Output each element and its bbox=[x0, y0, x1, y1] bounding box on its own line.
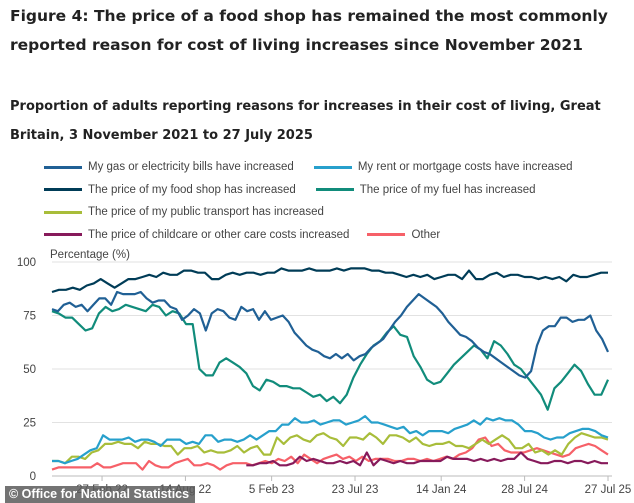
figure-title: Figure 4: The price of a food shop has r… bbox=[10, 7, 608, 54]
chart-legend: My gas or electricity bills have increas… bbox=[44, 156, 634, 246]
x-tick-label: 5 Feb 23 bbox=[249, 484, 294, 496]
legend-item-fuel[interactable]: The price of my fuel has increased bbox=[315, 183, 536, 196]
legend-item-rent-mortgage[interactable]: My rent or mortgage costs have increased bbox=[313, 161, 573, 174]
series-line-0[interactable] bbox=[51, 290, 610, 379]
legend-swatch bbox=[44, 233, 82, 237]
legend-item-other[interactable]: Other bbox=[367, 229, 440, 241]
y-tick-label: 75 bbox=[23, 311, 36, 323]
y-tick-label: 50 bbox=[23, 364, 36, 376]
y-axis-label: Percentage (%) bbox=[50, 249, 130, 261]
series-line-3[interactable] bbox=[51, 303, 610, 411]
legend-swatch bbox=[44, 165, 82, 169]
legend-label: The price of childcare or other care cos… bbox=[88, 228, 350, 241]
x-tick-label: 28 Jul 24 bbox=[501, 484, 548, 496]
legend-item-gas-electricity[interactable]: My gas or electricity bills have increas… bbox=[44, 161, 294, 173]
series-line-5[interactable] bbox=[246, 451, 608, 467]
series-line-1[interactable] bbox=[52, 415, 609, 465]
x-tick-label: 23 Jul 23 bbox=[332, 484, 379, 496]
legend-swatch bbox=[44, 188, 82, 192]
credit-watermark: © Office for National Statistics bbox=[5, 486, 196, 503]
legend-swatch bbox=[367, 233, 406, 237]
y-tick-label: 0 bbox=[30, 471, 36, 483]
legend-swatch bbox=[315, 188, 354, 192]
y-axis-ticks: 0 25 50 75 100 bbox=[17, 257, 36, 483]
chart-subtitle: Proportion of adults reporting reasons f… bbox=[10, 99, 601, 143]
legend-item-public-transport[interactable]: The price of my public transport has inc… bbox=[44, 206, 324, 218]
legend-swatch bbox=[313, 165, 352, 169]
y-tick-label: 25 bbox=[23, 418, 36, 430]
legend-label: The price of my food shop has increased bbox=[88, 183, 296, 196]
y-tick-label: 100 bbox=[17, 257, 36, 269]
series-line-4[interactable] bbox=[52, 432, 609, 465]
legend-label: The price of my fuel has increased bbox=[359, 183, 536, 196]
series-line-6[interactable] bbox=[51, 436, 609, 471]
legend-item-childcare[interactable]: The price of childcare or other care cos… bbox=[44, 229, 349, 241]
series-lines bbox=[51, 267, 610, 471]
legend-label: Other bbox=[411, 228, 441, 241]
legend-label: My rent or mortgage costs have increased bbox=[357, 161, 573, 174]
x-tick-label: 27 Jul 25 bbox=[585, 484, 632, 496]
legend-swatch bbox=[44, 210, 82, 214]
series-line-2[interactable] bbox=[51, 267, 608, 294]
gridlines bbox=[52, 261, 612, 477]
x-tick-label: 14 Jan 24 bbox=[416, 484, 467, 496]
legend-label: My gas or electricity bills have increas… bbox=[88, 161, 294, 174]
legend-label: The price of my public transport has inc… bbox=[88, 206, 324, 219]
legend-item-food-shop[interactable]: The price of my food shop has increased bbox=[44, 184, 296, 196]
